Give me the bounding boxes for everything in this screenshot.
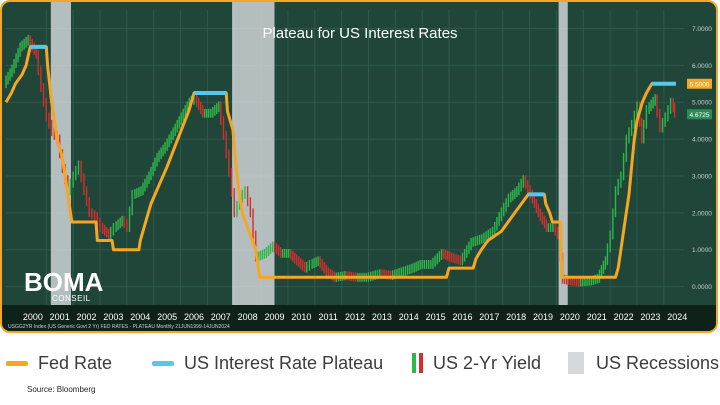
last-value-box-0 — [687, 78, 712, 89]
x-tick-2024: 2024 — [667, 312, 687, 322]
x-tick-2014: 2014 — [399, 312, 419, 322]
x-tick-2004: 2004 — [130, 312, 150, 322]
y-tick-2: 2.0000 — [692, 210, 712, 217]
legend: Fed Rate US Interest Rate Plateau US 2-Y… — [0, 346, 720, 380]
footer-text: USGG2YR Index (US Generic Govt 2 Yr) FED… — [8, 324, 230, 330]
x-tick-2022: 2022 — [614, 312, 634, 322]
x-tick-2016: 2016 — [452, 312, 472, 322]
legend-label-plateau: US Interest Rate Plateau — [184, 352, 384, 373]
last-value-box-1 — [687, 109, 712, 120]
logo-sub: CONSEIL — [52, 294, 91, 303]
recession-band-2 — [558, 2, 568, 305]
source-note: Source: Bloomberg — [27, 385, 96, 394]
x-tick-2023: 2023 — [640, 312, 660, 322]
x-tick-2021: 2021 — [587, 312, 607, 322]
x-tick-2002: 2002 — [77, 312, 97, 322]
y-tick-1: 1.0000 — [692, 247, 712, 254]
chart-svg: Plateau for US Interest Rates 2000 2001 200… — [2, 2, 716, 331]
legend-swatch-plateau — [152, 360, 174, 366]
legend-label-recessions: US Recessions — [596, 352, 720, 373]
x-tick-2012: 2012 — [345, 312, 365, 322]
chart-title: Plateau for US Interest Rates — [262, 25, 457, 42]
logo-name: BOMA — [24, 267, 104, 297]
y-tick-5: 5.0000 — [692, 100, 712, 107]
legend-swatch-recessions — [568, 352, 584, 374]
legend-swatch-yield — [412, 353, 423, 373]
x-tick-2015: 2015 — [426, 312, 446, 322]
last-value-label-0: 5.5000 — [690, 81, 710, 88]
x-tick-2017: 2017 — [479, 312, 499, 322]
x-tick-2001: 2001 — [50, 312, 70, 322]
x-tick-2008: 2008 — [238, 312, 258, 322]
legend-item-yield: US 2-Yr Yield — [412, 346, 541, 380]
legend-item-recessions: US Recessions — [568, 346, 719, 380]
legend-item-plateau: US Interest Rate Plateau — [152, 346, 383, 380]
x-axis-band — [2, 305, 716, 331]
x-tick-2013: 2013 — [372, 312, 392, 322]
chart-frame: Plateau for US Interest Rates 2000 2001 200… — [0, 0, 718, 333]
x-tick-2010: 2010 — [291, 312, 311, 322]
legend-label-yield: US 2-Yr Yield — [433, 352, 542, 373]
recession-band-1 — [232, 2, 275, 305]
x-tick-2018: 2018 — [506, 312, 526, 322]
x-tick-2007: 2007 — [211, 312, 231, 322]
y-tick-4: 4.0000 — [692, 137, 712, 144]
y-tick-7: 7.0000 — [692, 26, 712, 33]
x-tick-2003: 2003 — [103, 312, 123, 322]
x-tick-2019: 2019 — [533, 312, 553, 322]
x-tick-2000: 2000 — [23, 312, 43, 322]
fed-rate-line — [4, 45, 676, 279]
x-tick-2006: 2006 — [184, 312, 204, 322]
y-tick-6: 6.0000 — [692, 63, 712, 70]
last-value-label-1: 4.6725 — [690, 112, 710, 119]
x-tick-2005: 2005 — [157, 312, 177, 322]
y-tick-3: 3.0000 — [692, 173, 712, 180]
x-tick-2020: 2020 — [560, 312, 580, 322]
legend-item-fed-rate: Fed Rate — [6, 346, 112, 380]
legend-swatch-fed-rate — [6, 360, 28, 366]
y-tick-0: 0.0000 — [692, 284, 712, 291]
legend-label-fed-rate: Fed Rate — [38, 352, 113, 373]
x-tick-2011: 2011 — [319, 312, 338, 322]
x-tick-2009: 2009 — [264, 312, 284, 322]
